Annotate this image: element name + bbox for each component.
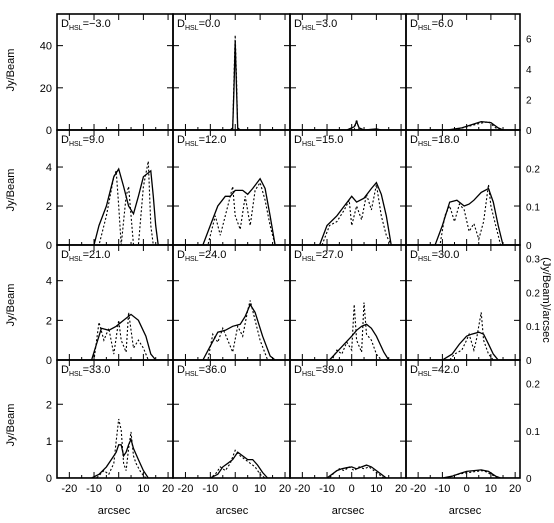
panel-label-r1c4: DHSL=6.0 (410, 18, 453, 32)
x-tick-label-r4c3: -10 (319, 483, 335, 495)
series-solid-r1c2 (173, 41, 290, 130)
x-tick-label-r4c2: -10 (202, 483, 218, 495)
series-solid-r2c1 (57, 167, 173, 245)
right-y-tick-label-r1c4: 4 (526, 65, 532, 76)
y-tick-label-r4c1: 1 (46, 436, 52, 448)
y-tick-label-r3c1: 2 (46, 315, 52, 327)
y-tick-label-r3c1: 0 (46, 355, 52, 367)
series-solid-r4c3 (290, 464, 406, 478)
y-tick-label-r4c1: 2 (46, 399, 52, 411)
y-axis-label-row-2: Jy/Beam (5, 169, 17, 212)
x-tick-label-r4c2: -20 (177, 483, 193, 495)
right-y-tick-label-r4c4: 0.2 (526, 380, 540, 391)
x-axis-label-col-4: arcsec (449, 505, 482, 517)
panel-label-r1c2: DHSL=0.0 (177, 18, 220, 32)
y-tick-label-r4c1: 0 (46, 473, 52, 485)
y-axis-label-row-3: Jy/Beam (5, 284, 17, 327)
series-dotted-r4c1 (57, 418, 173, 478)
series-solid-r3c2 (173, 303, 290, 360)
right-y-tick-label-r2c4: 0 (526, 241, 532, 252)
x-tick-label-r4c1: -20 (61, 483, 77, 495)
x-tick-label-r4c4: 10 (485, 483, 497, 495)
series-dotted-r3c2 (173, 300, 290, 360)
panel-label-r3c2: DHSL=24.0 (177, 249, 226, 263)
series-dotted-r2c3 (290, 184, 406, 245)
panel-label-r1c1: DHSL=−3.0 (61, 18, 111, 32)
series-solid-r4c4 (406, 469, 520, 478)
right-y-axis-label: (Jy/Beam)/arcsec (540, 257, 552, 343)
right-y-tick-label-r4c4: 0 (526, 474, 532, 485)
right-y-tick-label-r3c4: 0.2 (526, 288, 540, 299)
panel-label-r2c3: DHSL=15.0 (294, 134, 343, 148)
right-y-tick-label-r3c4: 0 (526, 356, 532, 367)
right-y-tick-label-r4c4: 0.1 (526, 427, 540, 438)
panel-label-r3c4: DHSL=30.0 (410, 249, 459, 263)
x-tick-label-r4c1: 0 (116, 483, 122, 495)
panel-label-r4c3: DHSL=39.0 (294, 364, 343, 378)
y-tick-label-r1c1: 0 (46, 125, 52, 137)
right-y-tick-label-r2c4: 0.2 (526, 164, 540, 175)
panel-label-r4c1: DHSL=33.0 (61, 364, 110, 378)
panel-label-r2c2: DHSL=12.0 (177, 134, 226, 148)
series-solid-r3c3 (290, 323, 406, 360)
y-tick-label-r1c1: 20 (40, 83, 52, 95)
x-tick-label-r4c4: -20 (410, 483, 426, 495)
x-tick-label-r4c3: -20 (294, 483, 310, 495)
x-axis-label-col-1: arcsec (98, 505, 131, 517)
series-solid-r3c4 (406, 331, 520, 360)
series-solid-r3c1 (57, 313, 173, 360)
right-y-tick-label-r3c4: 0.1 (526, 322, 540, 333)
right-y-tick-label-r1c4: 2 (526, 95, 532, 106)
panel-label-r3c3: DHSL=27.0 (294, 249, 343, 263)
series-dotted-r2c2 (173, 181, 290, 245)
series-solid-r2c2 (173, 177, 290, 245)
series-dotted-r3c3 (290, 302, 406, 360)
right-y-tick-label-r2c4: 0.1 (526, 203, 540, 214)
panel-label-r3c1: DHSL=21.0 (61, 249, 110, 263)
y-axis-label-row-1: Jy/Beam (5, 49, 17, 92)
right-y-tick-label-r3c4: 0.3 (526, 255, 540, 266)
series-dotted-r3c4 (406, 312, 520, 360)
y-tick-label-r3c1: 4 (46, 276, 52, 288)
y-axis-label-row-4: Jy/Beam (5, 404, 17, 447)
series-dotted-r1c2 (173, 35, 290, 130)
panel-label-r2c4: DHSL=18.0 (410, 134, 459, 148)
series-solid-r4c2 (173, 451, 290, 478)
x-tick-label-r4c4: 20 (509, 483, 521, 495)
x-tick-label-r4c1: -10 (86, 483, 102, 495)
panel-frame-r4c4 (405, 359, 521, 479)
y-tick-label-r2c1: 4 (46, 162, 52, 174)
right-y-tick-label-r1c4: 6 (526, 34, 532, 45)
series-solid-r2c4 (406, 187, 520, 245)
x-tick-label-r4c1: 10 (137, 483, 149, 495)
right-y-tick-label-r1c4: 0 (526, 126, 532, 137)
x-tick-label-r4c4: -10 (434, 483, 450, 495)
series-dotted-r3c1 (57, 312, 173, 360)
panel-label-r1c3: DHSL=3.0 (294, 18, 337, 32)
series-solid-r2c3 (290, 181, 406, 245)
panel-label-r4c4: DHSL=42.0 (410, 364, 459, 378)
y-tick-label-r2c1: 0 (46, 240, 52, 252)
y-tick-label-r2c1: 2 (46, 201, 52, 213)
x-tick-label-r4c3: 0 (349, 483, 355, 495)
y-tick-label-r1c1: 40 (40, 41, 52, 53)
x-tick-label-r4c4: 0 (464, 483, 470, 495)
x-axis-label-col-2: arcsec (216, 505, 249, 517)
x-tick-label-r4c3: 20 (395, 483, 407, 495)
x-axis-label-col-3: arcsec (332, 505, 365, 517)
panel-label-r2c1: DHSL=9.0 (61, 134, 104, 148)
panel-label-r4c2: DHSL=36.0 (177, 364, 226, 378)
x-tick-label-r4c3: 10 (370, 483, 382, 495)
series-dotted-r2c4 (406, 184, 520, 245)
series-solid-r4c1 (57, 437, 173, 478)
x-tick-label-r4c1: 20 (162, 483, 174, 495)
series-dotted-r4c2 (173, 449, 290, 478)
x-tick-label-r4c2: 10 (254, 483, 266, 495)
x-tick-label-r4c2: 20 (279, 483, 291, 495)
x-tick-label-r4c2: 0 (232, 483, 238, 495)
